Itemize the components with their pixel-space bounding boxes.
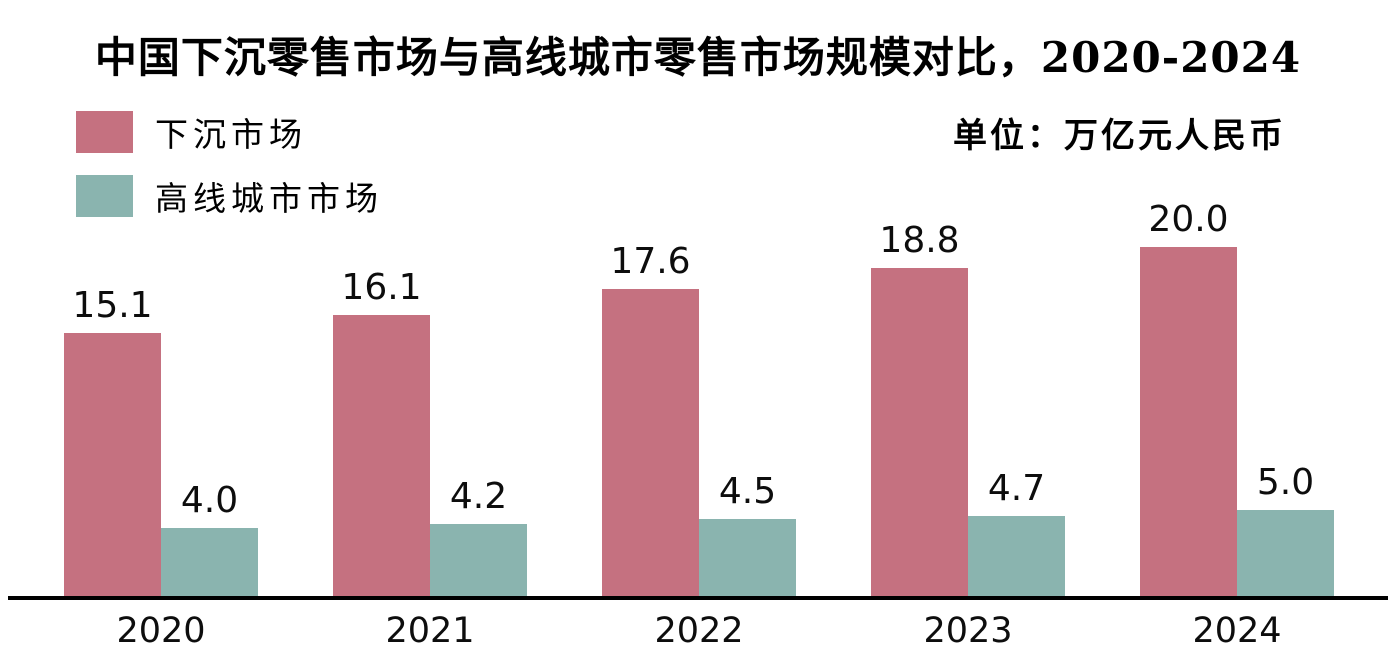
legend-swatch-sinking-market — [76, 111, 133, 153]
bar-value-label-sinking-2022: 17.6 — [610, 241, 691, 282]
legend-label-sinking-market: 下沉市场 — [155, 115, 307, 154]
x-axis-line — [8, 596, 1388, 600]
bar-value-label-sinking-2024: 20.0 — [1148, 199, 1229, 240]
bar-value-label-high-tier-2020: 4.0 — [180, 480, 239, 521]
bar-sinking-2024 — [1140, 247, 1237, 598]
bar-value-label-high-tier-2023: 4.7 — [987, 468, 1046, 509]
x-axis-tick-2024: 2024 — [1192, 611, 1282, 651]
bar-high-tier-2022 — [699, 519, 796, 598]
x-axis-tick-2021: 2021 — [385, 611, 475, 651]
bar-value-label-sinking-2023: 18.8 — [879, 220, 960, 261]
bar-high-tier-2024 — [1237, 510, 1334, 598]
legend-label-high-tier-market: 高线城市市场 — [155, 179, 383, 218]
bar-value-label-sinking-2020: 15.1 — [72, 285, 153, 326]
bar-value-label-high-tier-2021: 4.2 — [449, 476, 508, 517]
bar-value-label-sinking-2021: 16.1 — [341, 267, 422, 308]
x-axis-tick-2020: 2020 — [116, 611, 206, 651]
x-axis-tick-2023: 2023 — [923, 611, 1013, 651]
bar-sinking-2021 — [333, 315, 430, 598]
bar-sinking-2023 — [871, 268, 968, 598]
bar-value-label-high-tier-2024: 5.0 — [1256, 462, 1315, 503]
chart-title: 中国下沉零售市场与高线城市零售市场规模对比，2020-2024 — [94, 33, 1302, 82]
legend-swatch-high-tier-market — [76, 175, 133, 217]
bar-high-tier-2021 — [430, 524, 527, 598]
bar-high-tier-2023 — [968, 516, 1065, 598]
bar-value-label-high-tier-2022: 4.5 — [718, 471, 777, 512]
bar-sinking-2020 — [64, 333, 161, 598]
legend-item-high-tier-market: 高线城市市场 — [76, 172, 383, 220]
x-axis-tick-2022: 2022 — [654, 611, 744, 651]
legend: 下沉市场 高线城市市场 — [76, 108, 383, 236]
legend-item-sinking-market: 下沉市场 — [76, 108, 383, 156]
bar-high-tier-2020 — [161, 528, 258, 598]
bar-sinking-2022 — [602, 289, 699, 598]
unit-label: 单位：万亿元人民币 — [953, 116, 1286, 156]
